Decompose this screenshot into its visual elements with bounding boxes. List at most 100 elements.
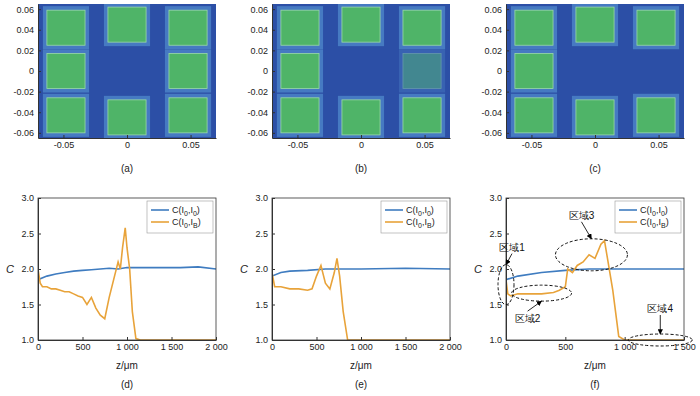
square-halo: [277, 49, 323, 92]
series-line: [38, 228, 216, 340]
y-tick: 1.0: [255, 335, 275, 345]
x-tick-mark: [361, 337, 362, 340]
chart-svg: -0.0500.05-0.06-0.04-0.0200.020.040.06(a…: [0, 0, 700, 396]
caption: (a): [121, 163, 133, 174]
square-halo: [277, 6, 323, 49]
x-axis: 05001 0001 5002 000: [270, 337, 462, 352]
y-tick: -0.06: [247, 128, 275, 138]
x-tick: 0: [125, 135, 130, 150]
y-tick-label: 1.0: [489, 335, 502, 345]
legend: C(I0,I0)C(I0,IB): [381, 201, 447, 233]
x-tick-label: 500: [75, 342, 90, 352]
legend-swatch: [619, 221, 637, 223]
y-tick: 0.02: [484, 46, 509, 56]
x-tick: 500: [309, 337, 324, 352]
x-tick-mark: [172, 337, 173, 340]
x-tick-mark: [406, 337, 407, 340]
y-tick-mark: [506, 92, 509, 93]
x-tick: -0.05: [522, 135, 543, 150]
square: [108, 7, 146, 42]
y-tick-label: 0.04: [16, 25, 34, 35]
x-tick-mark: [625, 337, 626, 340]
square: [515, 53, 553, 88]
square: [403, 98, 441, 133]
x-tick-label: 500: [309, 342, 324, 352]
y-tick: 3.0: [489, 193, 509, 203]
x-tick-label: 1 000: [116, 342, 139, 352]
y-tick: 2.0: [21, 264, 41, 274]
y-tick-label: 0: [29, 66, 34, 76]
caption: (c): [589, 163, 601, 174]
annotation-label: 区域1: [499, 242, 525, 253]
square-halo: [43, 49, 89, 92]
y-tick: 3.0: [21, 193, 41, 203]
square: [576, 100, 614, 135]
y-tick-mark: [38, 269, 41, 270]
plot-area: [38, 228, 216, 340]
caption: (d): [121, 379, 133, 390]
square: [47, 10, 85, 45]
y-tick-mark: [272, 269, 275, 270]
y-tick-label: 2.5: [255, 229, 268, 239]
y-tick-label: 2.0: [255, 264, 268, 274]
square-halo: [399, 94, 445, 137]
x-tick-mark: [531, 135, 532, 138]
y-tick-mark: [506, 50, 509, 51]
y-tick: 1.0: [489, 335, 509, 345]
y-tick-label: 0.06: [484, 5, 502, 15]
y-axis: 1.0 1.5 2.0 2.5 3.0: [255, 193, 275, 345]
x-tick-mark: [297, 135, 298, 138]
legend: C(I0,I0)C(I0,IB): [615, 201, 681, 233]
x-tick-mark: [425, 135, 426, 138]
y-tick-label: 0: [263, 66, 268, 76]
y-tick-mark: [272, 340, 275, 341]
plot-area: [506, 4, 684, 138]
y-tick: 0: [29, 66, 41, 76]
x-tick-label: 1 500: [673, 342, 696, 352]
y-tick-mark: [38, 92, 41, 93]
square: [403, 53, 441, 88]
x-tick-label: 0: [359, 140, 364, 150]
plot-background: [38, 198, 216, 340]
y-tick-label: 1.0: [21, 335, 34, 345]
plot-area: [272, 4, 450, 138]
y-tick-mark: [506, 269, 509, 270]
legend-swatch: [385, 209, 403, 211]
x-tick-label: -0.05: [288, 140, 309, 150]
y-tick-mark: [38, 340, 41, 341]
plot-background: [506, 198, 684, 340]
x-tick: 2 000: [439, 337, 462, 352]
x-tick-mark: [83, 337, 84, 340]
y-tick-label: 2.0: [489, 264, 502, 274]
y-tick-label: 3.0: [255, 193, 268, 203]
legend-label: C(I0,IB): [640, 217, 669, 229]
square-halo: [572, 96, 618, 138]
y-tick-mark: [38, 71, 41, 72]
square: [637, 98, 675, 133]
y-tick: 0.06: [250, 5, 275, 15]
y-tick-mark: [506, 133, 509, 134]
square-halo: [511, 49, 557, 92]
series-line: [272, 268, 450, 276]
legend: C(I0,I0)C(I0,IB): [147, 201, 213, 233]
legend-swatch: [385, 221, 403, 223]
x-tick-label: 0.05: [416, 140, 434, 150]
y-tick: 0: [263, 66, 275, 76]
x-axis-line: [39, 340, 217, 341]
y-tick-label: 3.0: [21, 193, 34, 203]
caption: (e): [355, 379, 367, 390]
x-tick: 1 000: [350, 337, 373, 352]
x-tick: 500: [558, 337, 573, 352]
y-tick: 2.5: [255, 229, 275, 239]
y-tick-mark: [506, 112, 509, 113]
legend-box: [147, 201, 213, 233]
y-tick: 1.5: [255, 300, 275, 310]
square: [169, 98, 207, 133]
square: [281, 10, 319, 45]
x-axis: -0.0500.05: [507, 135, 685, 150]
y-tick-mark: [38, 9, 41, 10]
legend-label: C(I0,I0): [640, 205, 668, 217]
y-tick-mark: [272, 234, 275, 235]
square: [342, 7, 380, 42]
y-tick-mark: [38, 50, 41, 51]
